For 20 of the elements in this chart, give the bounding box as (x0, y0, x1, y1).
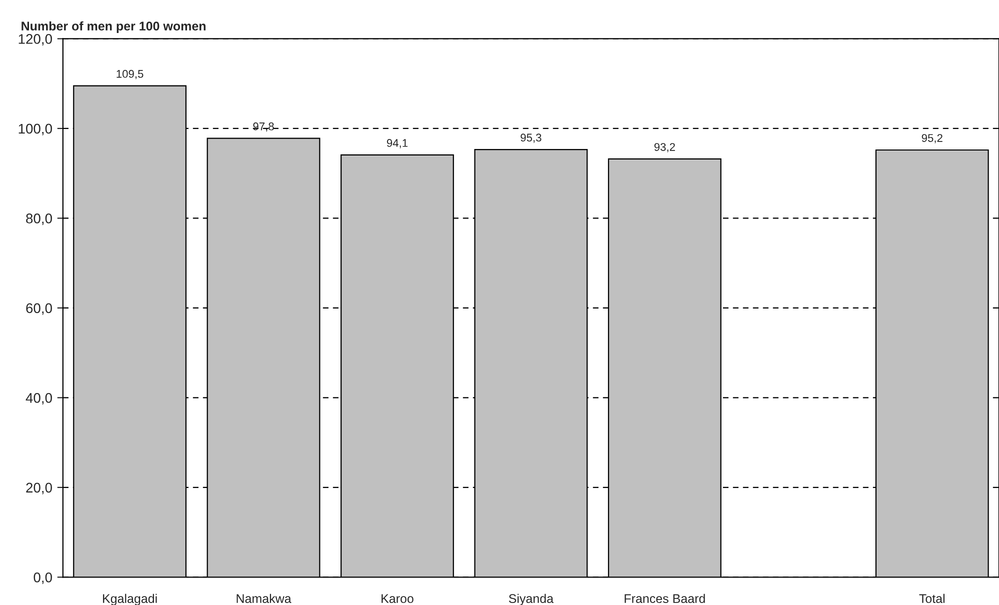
x-tick-label: Namakwa (236, 594, 292, 604)
x-tick-label: Kgalagadi (103, 594, 157, 605)
y-tick-label: 120,0 (18, 34, 52, 46)
x-tick-label: Total (919, 594, 945, 604)
y-tick-label: 40,0 (26, 393, 52, 404)
y-tick-label: 80,0 (26, 214, 52, 226)
data-label: 95,3 (520, 134, 542, 143)
x-tick-label: Siyanda (508, 594, 554, 605)
y-tick-label: 20,0 (26, 482, 52, 494)
data-label: 109,5 (116, 70, 144, 80)
x-tick-label: Karoo (382, 594, 414, 604)
data-label: 93,2 (654, 143, 675, 152)
data-label: 94,1 (386, 139, 408, 148)
chart-title: Number of men per 100 women (22, 21, 206, 33)
y-tick-label: 0,0 (34, 572, 52, 584)
y-tick-label: 60,0 (26, 303, 52, 315)
x-tick-label: Frances Baard (624, 594, 705, 604)
data-label: 95,2 (922, 134, 942, 144)
y-tick-label: 100,0 (18, 124, 52, 136)
data-label: 97,8 (253, 122, 274, 132)
